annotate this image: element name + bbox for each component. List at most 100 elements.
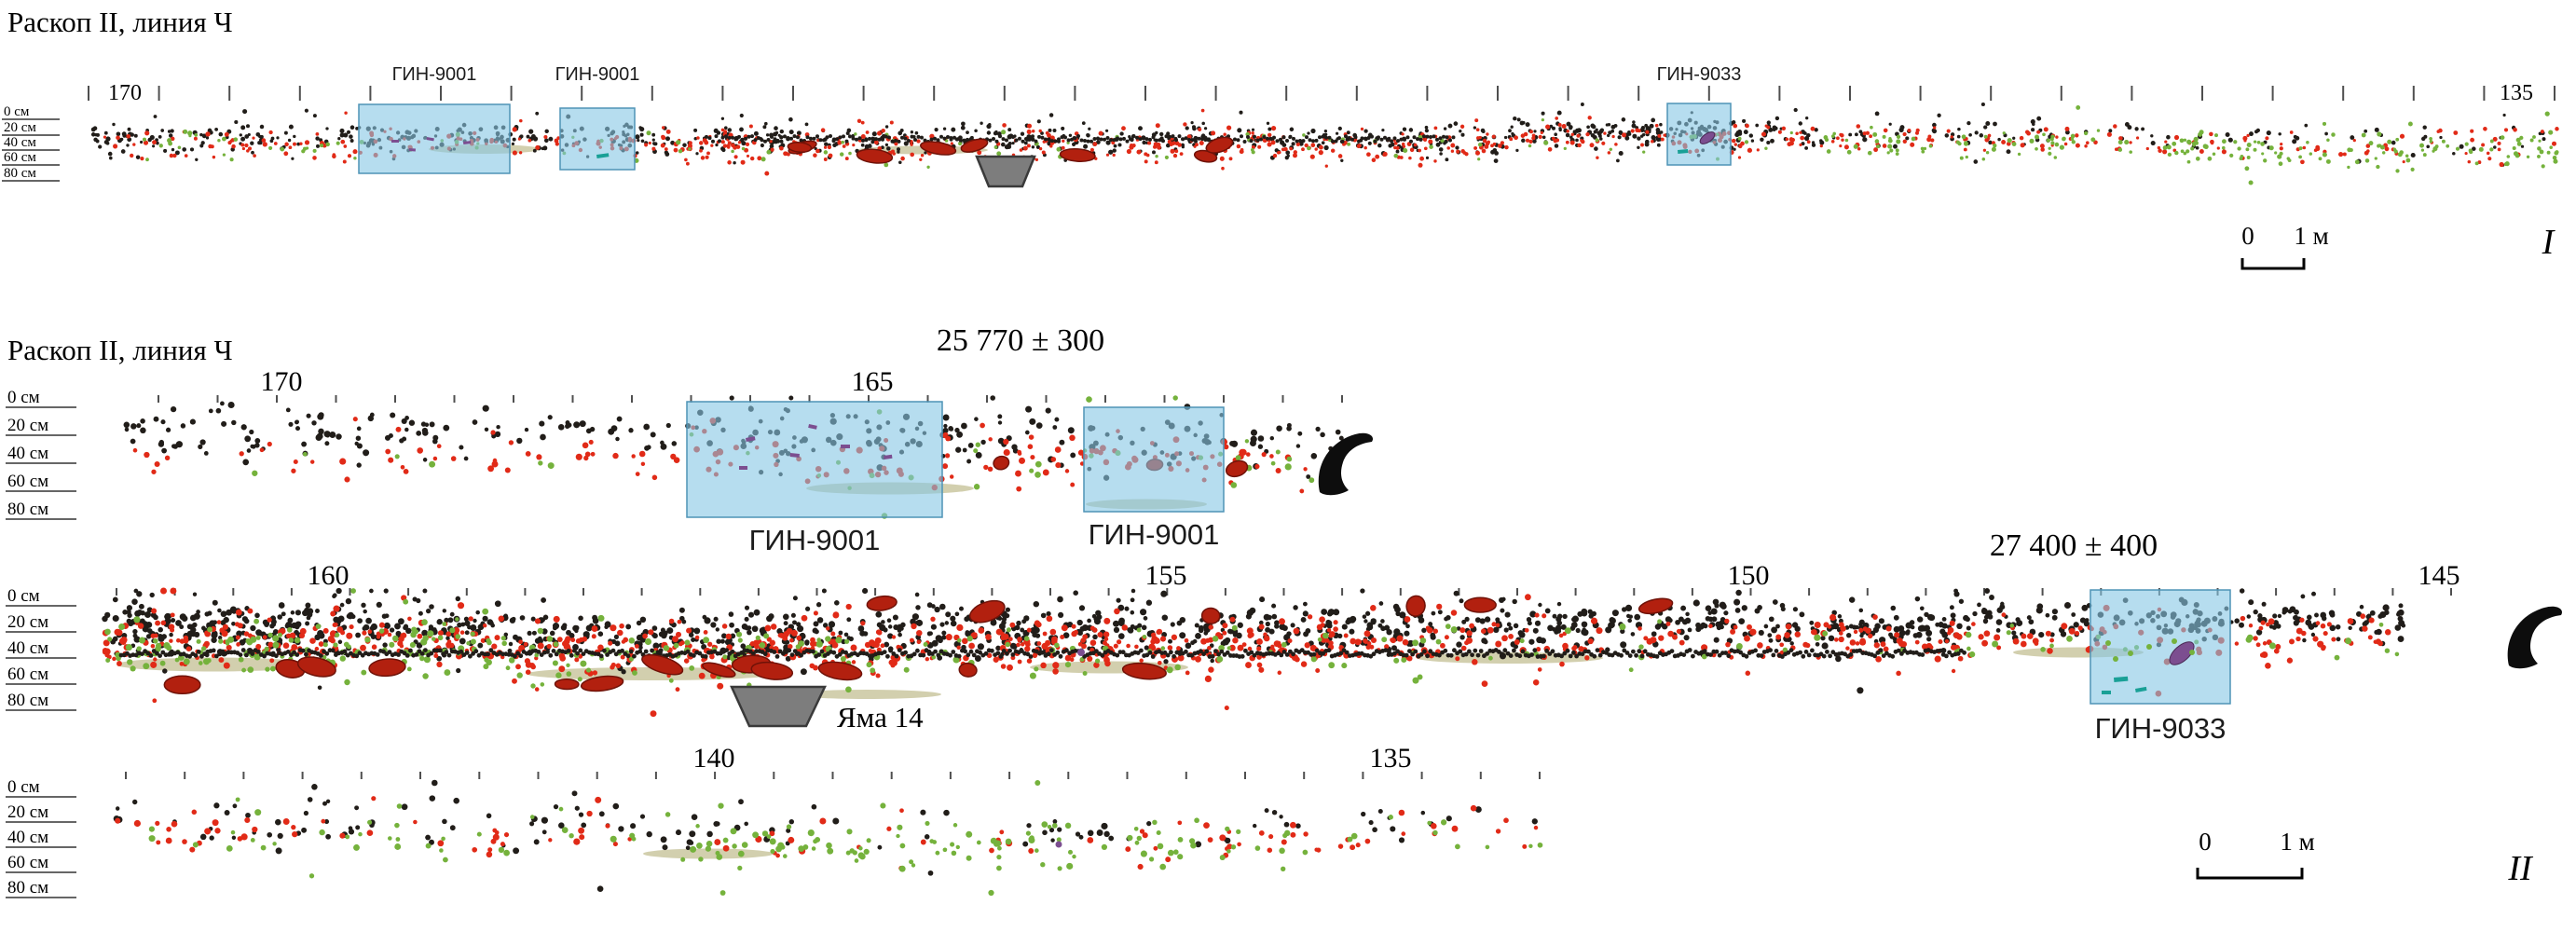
find-dot	[631, 454, 636, 459]
find-dot	[1267, 127, 1272, 131]
find-dot	[733, 155, 738, 159]
find-dot	[1572, 130, 1577, 134]
find-dot	[628, 428, 634, 433]
find-dot	[2555, 127, 2559, 131]
find-dot	[1637, 145, 1640, 150]
find-dot	[1131, 134, 1136, 138]
find-dot	[2395, 137, 2400, 142]
find-dot	[955, 137, 960, 142]
find-dot	[1099, 137, 1103, 142]
find-dot	[1031, 130, 1035, 133]
find-dot	[180, 423, 186, 429]
find-dot	[344, 678, 350, 686]
find-dot	[1136, 627, 1142, 633]
find-dot	[2503, 128, 2509, 132]
find-dot	[1956, 634, 1963, 640]
find-dot	[875, 629, 882, 635]
find-dot	[1867, 150, 1872, 156]
find-dot	[1254, 463, 1260, 470]
find-dot	[1363, 630, 1371, 637]
find-dot	[1357, 639, 1363, 645]
find-dot	[985, 634, 992, 640]
find-dot	[2410, 152, 2416, 158]
find-dot	[1370, 134, 1374, 139]
find-dot	[207, 626, 213, 633]
find-dot	[296, 142, 301, 146]
find-dot	[1799, 611, 1805, 618]
find-dot	[1438, 136, 1443, 141]
find-dot	[1418, 148, 1422, 153]
find-dot	[891, 635, 897, 639]
find-dot	[254, 612, 260, 619]
find-dot	[1558, 128, 1562, 132]
find-dot	[1154, 160, 1158, 165]
find-dot	[745, 142, 750, 147]
find-dot	[2289, 130, 2294, 134]
find-dot	[1757, 642, 1763, 649]
find-dot	[1338, 645, 1344, 650]
find-dot	[2493, 145, 2497, 149]
find-dot	[2124, 122, 2130, 127]
find-dot	[295, 624, 300, 630]
find-dot	[651, 138, 655, 142]
find-dot	[1076, 619, 1083, 626]
find-dot	[1473, 126, 1477, 130]
find-dot	[1157, 144, 1161, 150]
find-dot	[146, 628, 153, 634]
find-dot	[1429, 144, 1433, 149]
find-dot	[2164, 140, 2168, 144]
find-dot	[2277, 154, 2282, 159]
find-dot	[307, 608, 314, 615]
find-dot	[1438, 147, 1444, 152]
find-dot	[776, 139, 780, 144]
find-dot	[179, 638, 185, 644]
find-dot	[1917, 625, 1925, 632]
find-dot	[1848, 596, 1856, 603]
find-dot	[1827, 624, 1832, 629]
find-dot	[846, 128, 852, 133]
find-dot	[2062, 136, 2066, 141]
find-dot	[344, 111, 348, 115]
find-dot	[1265, 621, 1270, 627]
find-dot	[1838, 631, 1843, 636]
find-dot	[823, 145, 828, 149]
find-dot	[1087, 618, 1091, 624]
find-dot	[1883, 128, 1888, 133]
find-dot	[1730, 628, 1736, 635]
find-dot	[2268, 145, 2274, 151]
find-dot	[911, 613, 919, 621]
find-dot	[688, 632, 694, 637]
find-dot	[1267, 142, 1272, 147]
find-dot	[2455, 146, 2460, 151]
find-dot	[1477, 142, 1483, 147]
find-dot	[1958, 598, 1965, 604]
find-dot	[1862, 137, 1868, 143]
find-dot	[198, 444, 203, 450]
find-dot	[352, 417, 358, 422]
find-dot	[1983, 134, 1988, 139]
find-dot	[870, 667, 876, 674]
find-dot	[121, 131, 127, 137]
find-dot	[527, 630, 532, 636]
find-dot	[2029, 138, 2035, 144]
find-dot	[727, 128, 733, 132]
find-dot	[1242, 140, 1247, 144]
find-dot	[973, 484, 980, 490]
find-dot	[1500, 141, 1505, 145]
find-dot	[1200, 637, 1208, 645]
find-dot	[1063, 135, 1067, 140]
find-dot	[304, 108, 308, 113]
find-dot	[1040, 135, 1045, 140]
find-dot	[757, 156, 762, 161]
find-dot	[143, 140, 149, 145]
find-dot	[1577, 143, 1582, 148]
find-dot	[1957, 655, 1964, 662]
find-dot	[1672, 634, 1678, 640]
find-dot	[539, 420, 545, 427]
find-dot	[417, 447, 424, 454]
find-dot	[709, 653, 715, 660]
find-dot	[1044, 137, 1048, 142]
find-dot	[322, 143, 327, 148]
find-dot	[1743, 130, 1748, 135]
find-dot	[1124, 606, 1130, 611]
